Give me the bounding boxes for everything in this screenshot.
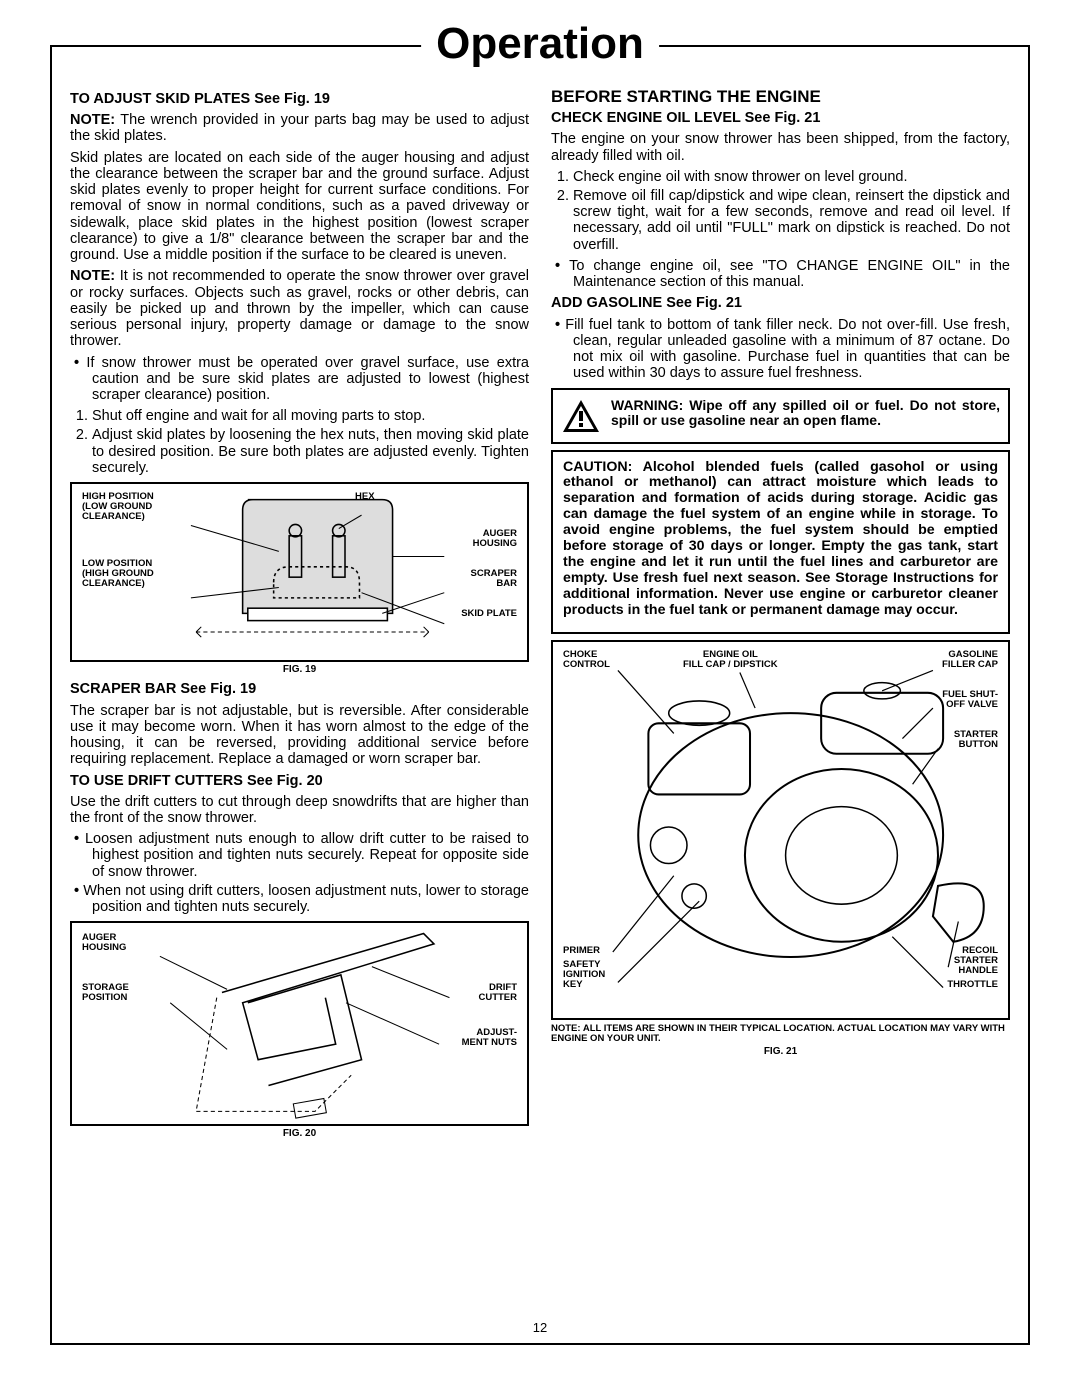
caution-box: CAUTION: Alcohol blended fuels (called g…	[551, 450, 1010, 634]
para-drift: Use the drift cutters to cut through dee…	[70, 794, 529, 826]
fig20-svg	[72, 923, 527, 1124]
warning-text: WARNING: Wipe off any spilled oil or fue…	[611, 398, 1000, 429]
step-check-oil: Check engine oil with snow thrower on le…	[573, 169, 1010, 185]
heading-drift: TO USE DRIFT CUTTERS See Fig. 20	[70, 773, 529, 789]
right-column: BEFORE STARTING THE ENGINE CHECK ENGINE …	[551, 87, 1010, 1323]
note-wrench: NOTE: The wrench provided in your parts …	[70, 112, 529, 144]
fig19-label: FIG. 19	[70, 664, 529, 675]
heading-check-oil: CHECK ENGINE OIL LEVEL See Fig. 21	[551, 110, 1010, 126]
page-number: 12	[533, 1320, 547, 1335]
fig20-label: FIG. 20	[70, 1128, 529, 1139]
fig21-label: FIG. 21	[551, 1046, 1010, 1057]
fig19-svg	[72, 484, 527, 660]
page-title: Operation	[421, 19, 659, 69]
heading-add-gas: ADD GASOLINE See Fig. 21	[551, 295, 1010, 311]
bullet-notusing: When not using drift cutters, loosen adj…	[92, 883, 529, 915]
para-shipped: The engine on your snow thrower has been…	[551, 131, 1010, 163]
figure-21: CHOKE CONTROL ENGINE OIL FILL CAP / DIPS…	[551, 640, 1010, 1020]
figure-19: HIGH POSITION (LOW GROUND CLEARANCE) LOW…	[70, 482, 529, 662]
note-gravel: NOTE: It is not recommended to operate t…	[70, 268, 529, 349]
heading-scraper: SCRAPER BAR See Fig. 19	[70, 681, 529, 697]
left-column: TO ADJUST SKID PLATES See Fig. 19 NOTE: …	[70, 87, 529, 1323]
step-shutoff: Shut off engine and wait for all moving …	[92, 408, 529, 424]
section-before-start: BEFORE STARTING THE ENGINE	[551, 87, 1010, 106]
columns: TO ADJUST SKID PLATES See Fig. 19 NOTE: …	[52, 47, 1028, 1343]
para-scraper: The scraper bar is not adjustable, but i…	[70, 703, 529, 768]
para-skid-plates: Skid plates are located on each side of …	[70, 150, 529, 264]
bullet-fill-fuel: Fill fuel tank to bottom of tank filler …	[573, 317, 1010, 382]
bullet-loosen: Loosen adjustment nuts enough to allow d…	[92, 831, 529, 880]
caution-text: CAUTION: Alcohol blended fuels (called g…	[563, 460, 998, 619]
bullet-gravel: If snow thrower must be operated over gr…	[92, 355, 529, 404]
heading-skid-plates: TO ADJUST SKID PLATES See Fig. 19	[70, 91, 529, 107]
step-adjust: Adjust skid plates by loosening the hex …	[92, 427, 529, 476]
warning-icon	[561, 398, 601, 434]
fig21-svg	[553, 642, 1008, 1018]
fig21-note: NOTE: ALL ITEMS ARE SHOWN IN THEIR TYPIC…	[551, 1024, 1010, 1045]
figure-20: AUGER HOUSING STORAGE POSITION DRIFT CUT…	[70, 921, 529, 1126]
bullet-change-oil: To change engine oil, see "TO CHANGE ENG…	[573, 258, 1010, 290]
page-frame: Operation TO ADJUST SKID PLATES See Fig.…	[50, 45, 1030, 1345]
warning-box: WARNING: Wipe off any spilled oil or fue…	[551, 388, 1010, 444]
step-remove-cap: Remove oil fill cap/dipstick and wipe cl…	[573, 188, 1010, 253]
